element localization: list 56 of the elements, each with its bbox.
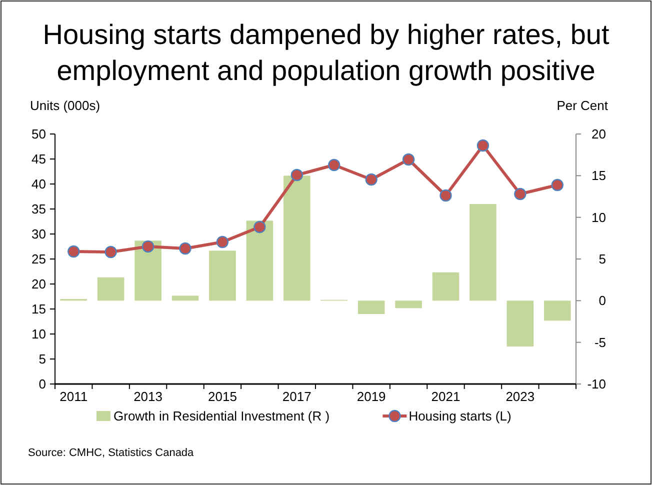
bar bbox=[209, 250, 236, 301]
y-tick-label: 35 bbox=[32, 202, 46, 217]
bar bbox=[172, 296, 199, 301]
bar bbox=[432, 272, 460, 301]
y-tick-label: 30 bbox=[32, 226, 46, 242]
point bbox=[68, 245, 80, 258]
bar bbox=[506, 300, 534, 346]
y2-tick-label: -10 bbox=[587, 376, 606, 392]
bar bbox=[246, 220, 274, 301]
x-tick-label: 2021 bbox=[431, 389, 460, 404]
point bbox=[440, 189, 452, 202]
point bbox=[402, 153, 415, 166]
y2-tick-label: 10 bbox=[592, 210, 606, 225]
x-tick-label: 2017 bbox=[282, 389, 312, 404]
y-tick-label: 5 bbox=[38, 352, 46, 367]
bar bbox=[358, 300, 385, 314]
point bbox=[551, 178, 564, 192]
point bbox=[514, 188, 526, 200]
y2-axis-title: Per Cent bbox=[556, 98, 608, 113]
y-tick-label: 25 bbox=[32, 252, 46, 267]
bar bbox=[395, 300, 422, 308]
point bbox=[254, 220, 266, 234]
point bbox=[104, 246, 117, 258]
y-axis-title: Units (000s) bbox=[30, 98, 100, 113]
x-tick-label: 2013 bbox=[134, 389, 162, 404]
legend-label: Housing starts (L) bbox=[408, 408, 512, 424]
x-tick-label: 2011 bbox=[60, 389, 88, 404]
bar bbox=[544, 300, 571, 321]
bar bbox=[283, 176, 310, 301]
bar bbox=[470, 204, 496, 301]
x-tick-label: 2023 bbox=[506, 389, 535, 404]
x-tick-label: 2019 bbox=[356, 389, 386, 404]
point bbox=[328, 158, 340, 172]
point bbox=[365, 173, 378, 186]
y-tick-label: 40 bbox=[32, 176, 46, 192]
legend-label: Growth in Residential Investment (R ) bbox=[114, 408, 330, 424]
y-tick-label: 20 bbox=[32, 276, 46, 292]
y2-tick-label: 5 bbox=[598, 252, 606, 267]
y-tick-label: 0 bbox=[38, 376, 46, 392]
point bbox=[476, 139, 490, 152]
y2-tick-label: 20 bbox=[592, 126, 606, 142]
chart-title: Housing starts dampened by higher rates, but employment and population growth positive bbox=[42, 19, 610, 86]
point bbox=[290, 168, 303, 182]
y2-tick-label: 0 bbox=[598, 293, 606, 308]
point bbox=[179, 242, 192, 255]
x-tick-label: 2015 bbox=[208, 389, 237, 404]
y-tick-label: 15 bbox=[32, 302, 46, 317]
y2-tick-label: -5 bbox=[594, 334, 606, 350]
y-tick-label: 10 bbox=[32, 326, 46, 342]
point bbox=[142, 240, 154, 253]
source-note: Source: CMHC, Statistics Canada bbox=[28, 447, 195, 459]
y2-tick-label: 15 bbox=[592, 168, 606, 184]
bar bbox=[97, 277, 124, 301]
point bbox=[216, 236, 229, 248]
y-tick-label: 50 bbox=[32, 126, 46, 142]
y-tick-label: 45 bbox=[32, 152, 46, 167]
